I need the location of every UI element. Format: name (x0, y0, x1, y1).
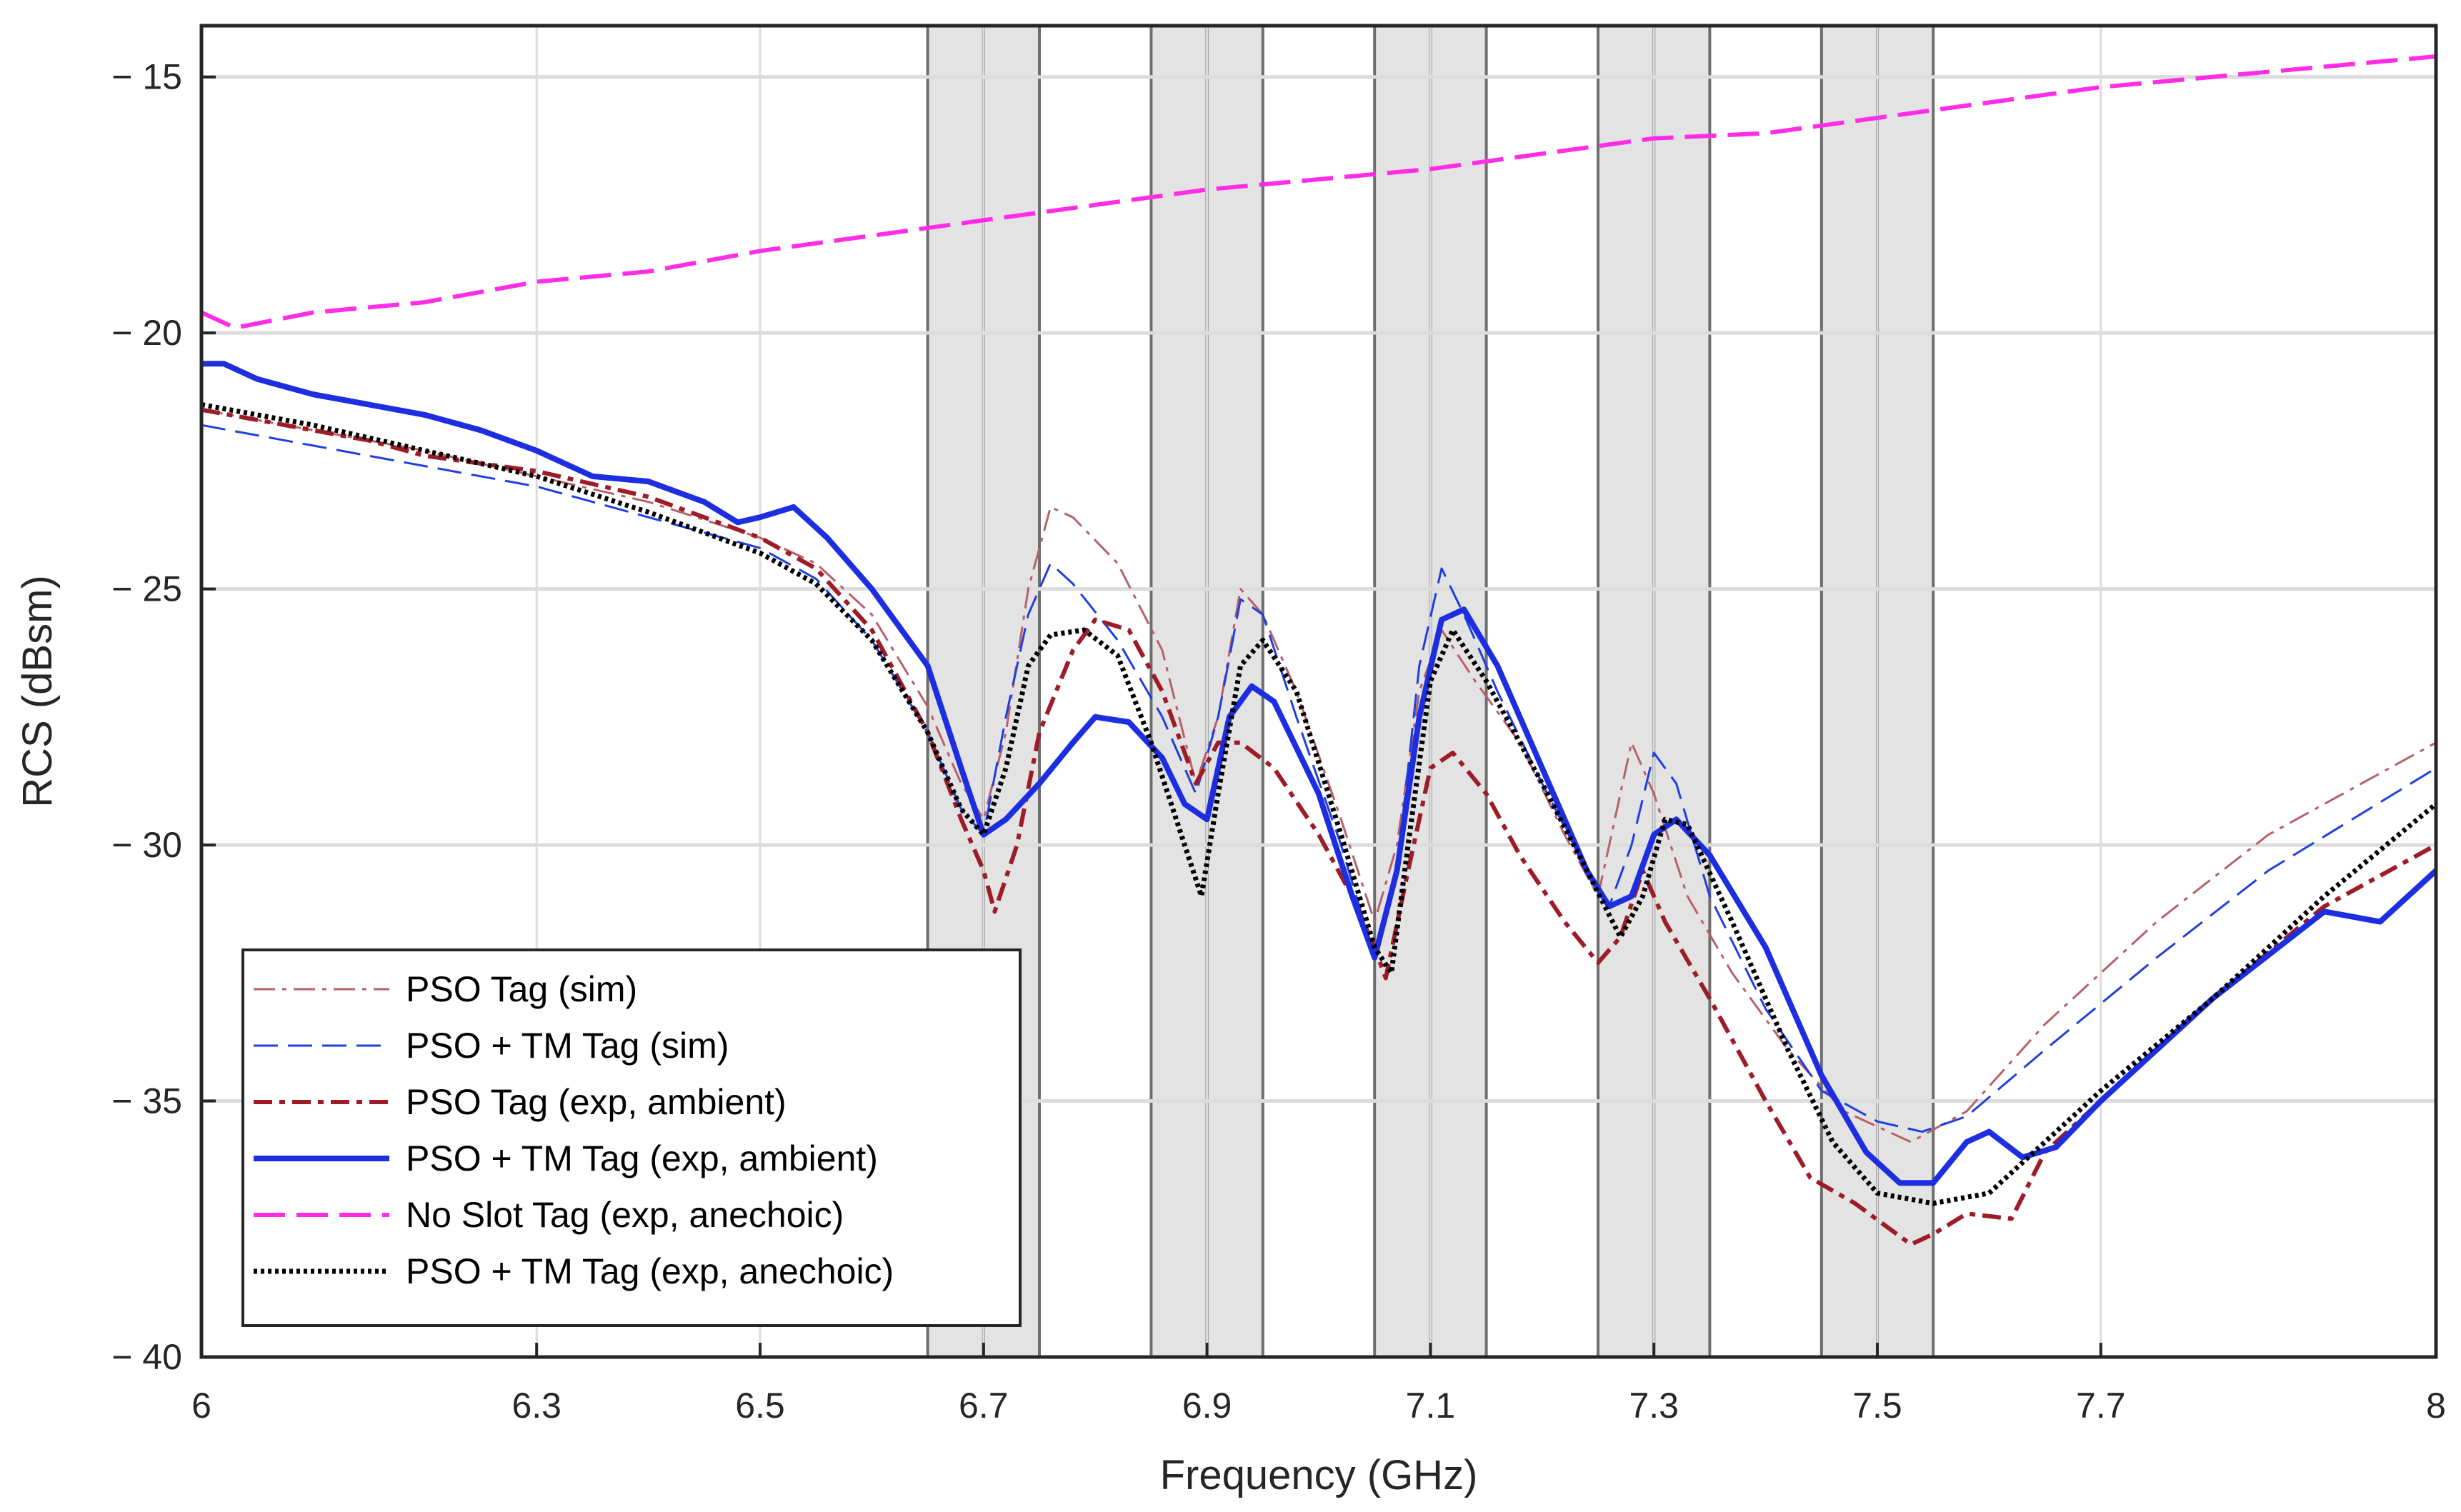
series-line-4 (201, 361, 2438, 1186)
y-tick-label-0: − 40 (111, 1337, 182, 1377)
plot-area-frame (199, 24, 2438, 1359)
x-tick-label-6: 7.3 (1629, 1386, 1679, 1426)
x-tick-label-5: 7.1 (1406, 1386, 1456, 1426)
legend-label-6: PSO + TM Tag (exp, anechoic) (406, 1251, 894, 1291)
x-tick-label-0: 6 (191, 1386, 211, 1426)
series-line-3 (201, 407, 2437, 1247)
y-tick-labels: − 40 − 35 − 30 − 25 − 20 − 15 (111, 57, 182, 1377)
y-tick-label-1: − 35 (111, 1081, 182, 1121)
x-tick-label-3: 6.7 (959, 1386, 1009, 1426)
legend-box (241, 948, 1022, 1327)
x-tick-label-2: 6.5 (735, 1386, 785, 1426)
x-tick-label-9: 8 (2426, 1386, 2446, 1426)
series-line-5 (200, 54, 2437, 330)
legend-label-4: PSO + TM Tag (exp, ambient) (406, 1138, 878, 1178)
y-tick-label-3: − 25 (111, 569, 182, 609)
series-line-6 (201, 402, 2438, 1206)
legend-label-3: PSO Tag (exp, ambient) (406, 1082, 787, 1122)
legend-label-1: PSO Tag (sim) (406, 969, 637, 1009)
x-axis-title: Frequency (GHz) (1160, 1452, 1478, 1498)
x-tick-label-1: 6.3 (511, 1386, 561, 1426)
legend: PSO Tag (sim) PSO + TM Tag (sim) PSO Tag (… (241, 948, 1022, 1327)
x-tick-labels: 6 6.3 6.5 6.7 6.9 7.1 7.3 7.5 7.7 8 (191, 1386, 2446, 1426)
legend-label-5: No Slot Tag (exp, anechoic) (406, 1195, 844, 1235)
axis-ticks (200, 75, 2437, 1358)
y-tick-label-2: − 30 (111, 825, 182, 865)
y-axis-title: RCS (dBsm) (14, 575, 61, 807)
series-lines (200, 54, 2438, 1247)
x-tick-label-4: 6.9 (1182, 1386, 1232, 1426)
x-tick-label-7: 7.5 (1852, 1386, 1902, 1426)
y-tick-label-4: − 20 (111, 313, 182, 353)
x-tick-label-8: 7.7 (2076, 1386, 2126, 1426)
legend-label-2: PSO + TM Tag (sim) (406, 1026, 729, 1066)
y-tick-label-5: − 15 (111, 57, 182, 97)
